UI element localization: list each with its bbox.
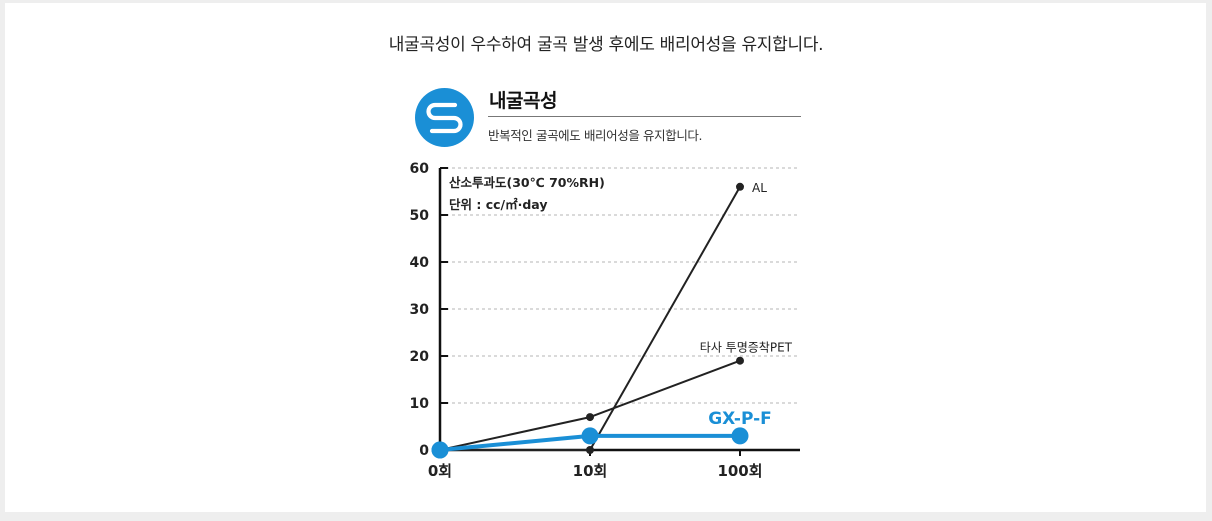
y-tick-label: 20	[410, 349, 430, 365]
y-tick-label: 0	[419, 443, 429, 459]
data-point	[581, 427, 599, 445]
series-label: GX-P-F	[708, 409, 772, 429]
data-point	[586, 446, 594, 454]
series-label: AL	[752, 181, 767, 195]
section-title: 내굴곡성	[489, 90, 557, 112]
x-tick-label: 0회	[428, 462, 452, 480]
data-point	[586, 413, 594, 422]
data-point	[736, 182, 744, 191]
y-tick-label: 50	[410, 208, 430, 224]
section-subtitle: 반복적인 굴곡에도 배리어성을 유지합니다.	[488, 128, 703, 143]
chart-note: 산소투과도(30℃ 70%RH)	[449, 175, 605, 190]
title-divider	[488, 116, 801, 117]
data-point	[431, 441, 449, 459]
x-tick-label: 10회	[573, 462, 608, 480]
y-tick-label: 30	[410, 302, 430, 318]
chart-note: 단위 : cc/㎡·day	[449, 197, 547, 212]
series-label: 타사 투명증착PET	[700, 341, 793, 355]
series-line	[439, 185, 741, 451]
x-tick-label: 100회	[717, 462, 762, 480]
data-point	[731, 427, 749, 445]
y-tick-label: 10	[410, 396, 430, 412]
y-tick-label: 60	[410, 161, 430, 177]
content-card	[5, 3, 1206, 512]
s-logo-icon	[415, 88, 474, 147]
y-tick-label: 40	[410, 255, 430, 271]
data-point	[736, 356, 744, 365]
headline: 내굴곡성이 우수하여 굴곡 발생 후에도 배리어성을 유지합니다.	[388, 35, 824, 55]
